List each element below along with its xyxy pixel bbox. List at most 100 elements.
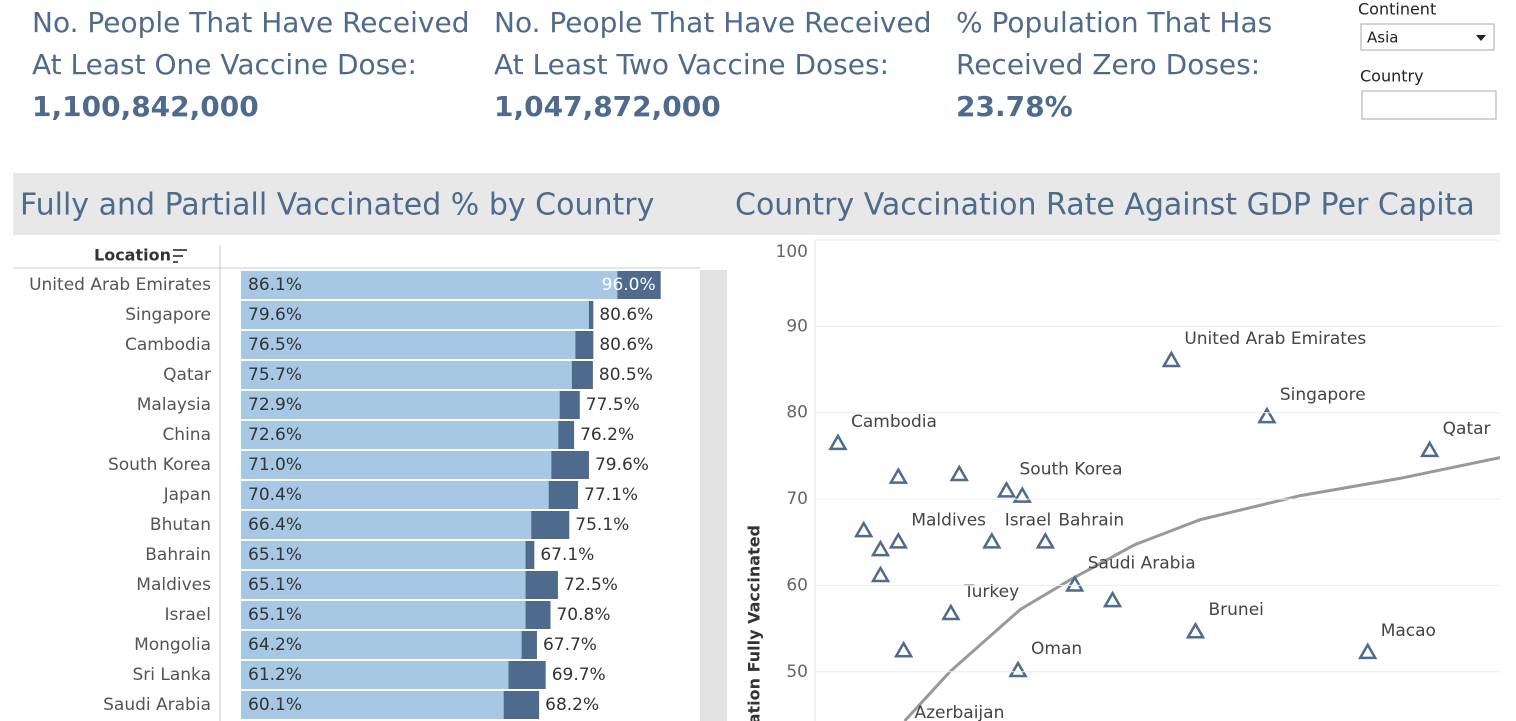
value-label: 70.4% xyxy=(248,485,302,505)
point-label: Macao xyxy=(1381,621,1436,641)
point-label: South Korea xyxy=(1020,459,1123,479)
point xyxy=(949,464,969,482)
point-label: Azerbaijan xyxy=(915,703,1005,721)
point-label: Cambodia xyxy=(851,412,937,432)
y-tick-label: 80 xyxy=(786,403,808,423)
kpi-value: 1,047,872,000 xyxy=(494,90,721,123)
filter-label: Continent xyxy=(1358,0,1436,19)
point-label: Saudi Arabia xyxy=(1088,554,1196,574)
value-label: 72.6% xyxy=(248,425,302,445)
value-label: 67.1% xyxy=(540,545,594,565)
y-axis-label: % Population Fully Vaccinated xyxy=(745,525,764,721)
kpi-title: At Least One Vaccine Dose: xyxy=(32,48,417,81)
value-label: 76.5% xyxy=(248,335,302,355)
trend-line xyxy=(903,456,1500,721)
point-label: Brunei xyxy=(1209,600,1264,620)
point xyxy=(1419,440,1440,458)
kpi-value: 23.78% xyxy=(956,90,1073,123)
bar xyxy=(241,481,549,509)
value-label: 77.5% xyxy=(586,395,640,415)
bar xyxy=(241,361,572,389)
value-label: 65.1% xyxy=(248,575,302,595)
row-label: Maldives xyxy=(136,575,211,595)
point-label: Bahrain xyxy=(1058,510,1124,530)
point xyxy=(870,565,891,583)
point xyxy=(1161,350,1182,368)
filter-label: Country xyxy=(1360,67,1424,86)
value-label: 61.2% xyxy=(248,665,302,685)
point xyxy=(870,539,891,557)
value-label: 75.1% xyxy=(575,515,629,535)
point xyxy=(1035,531,1056,549)
kpi-title: % Population That Has xyxy=(956,6,1272,39)
value-label: 66.4% xyxy=(248,515,302,535)
row-label: Bahrain xyxy=(145,545,211,565)
point xyxy=(982,531,1002,549)
row-label: Bhutan xyxy=(150,515,211,535)
point-label: United Arab Emirates xyxy=(1184,329,1366,349)
y-tick-label: 90 xyxy=(786,316,808,336)
row-label: China xyxy=(162,425,211,445)
scrollbar[interactable] xyxy=(700,270,727,721)
sort-icon[interactable] xyxy=(173,249,187,263)
point xyxy=(941,603,961,621)
bar xyxy=(241,331,576,359)
point xyxy=(1257,406,1277,424)
point xyxy=(1012,486,1032,503)
point-label: Singapore xyxy=(1280,385,1366,405)
point xyxy=(1065,575,1085,592)
row-label: Mongolia xyxy=(134,635,211,655)
bar xyxy=(241,391,560,419)
value-label: 76.2% xyxy=(580,425,634,445)
bar xyxy=(241,691,504,719)
value-label: 65.1% xyxy=(248,545,302,565)
point xyxy=(828,433,848,451)
value-label: 75.7% xyxy=(248,365,302,385)
continent-select[interactable] xyxy=(1360,23,1495,51)
row-label: United Arab Emirates xyxy=(29,275,211,295)
value-label: 70.8% xyxy=(556,605,610,625)
bar xyxy=(241,301,589,329)
row-label: South Korea xyxy=(108,455,211,475)
y-tick-label: 70 xyxy=(786,489,808,509)
point xyxy=(1358,642,1378,660)
kpi-title: Received Zero Doses: xyxy=(956,48,1260,81)
point-label: Israel xyxy=(1005,510,1051,530)
point xyxy=(1008,660,1028,678)
value-label: 79.6% xyxy=(595,455,649,475)
scatter-plot: United Arab Emirates Singapore Qatar Cambod… xyxy=(828,329,1500,721)
value-label: 72.9% xyxy=(248,395,302,415)
header-band xyxy=(13,173,1500,235)
bar xyxy=(241,631,522,659)
value-label: 68.2% xyxy=(545,695,599,715)
value-label: 80.6% xyxy=(599,305,653,325)
point xyxy=(893,640,914,658)
row-label: Japan xyxy=(163,485,211,505)
country-input[interactable] xyxy=(1361,90,1497,120)
chart-title: Fully and Partiall Vaccinated % by Count… xyxy=(20,188,654,223)
value-label: 86.1% xyxy=(248,275,302,295)
filter-value: Asia xyxy=(1367,29,1398,47)
bar xyxy=(241,271,618,299)
point xyxy=(888,467,909,484)
bar xyxy=(241,511,532,539)
dropdown-arrow xyxy=(1476,35,1486,41)
value-label: 72.5% xyxy=(564,575,618,595)
kpi-value: 1,100,842,000 xyxy=(32,90,259,123)
row-label: Sri Lanka xyxy=(132,665,211,685)
bar xyxy=(241,571,526,599)
value-label: 67.7% xyxy=(543,635,597,655)
point xyxy=(888,531,909,549)
value-label: 60.1% xyxy=(248,695,302,715)
y-tick-label: 100 xyxy=(776,242,808,262)
y-tick-label: 60 xyxy=(786,575,808,595)
chart-title: Country Vaccination Rate Against GDP Per… xyxy=(735,188,1475,223)
row-label: Qatar xyxy=(163,365,211,385)
kpi-title: At Least Two Vaccine Doses: xyxy=(494,48,889,81)
point-label: Turkey xyxy=(963,582,1019,602)
value-label: 64.2% xyxy=(248,635,302,655)
value-label: 96.0% xyxy=(602,275,656,295)
value-label: 69.7% xyxy=(552,665,606,685)
axis-label: Location xyxy=(94,246,171,265)
